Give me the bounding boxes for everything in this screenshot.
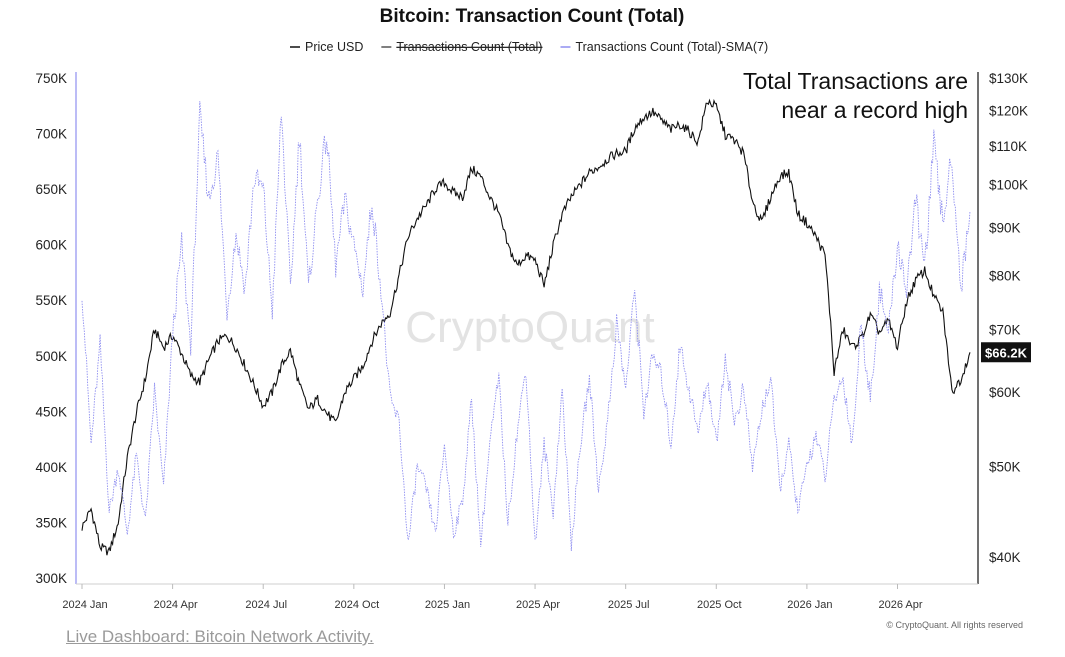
left-tick-2: 400K [35, 460, 67, 475]
left-tick-4: 500K [35, 349, 67, 364]
series-layer [81, 98, 971, 556]
x-tick-4: 2025 Jan [425, 599, 470, 611]
x-tick-8: 2026 Jan [787, 599, 832, 611]
watermark: CryptoQuant [405, 303, 654, 352]
right-tick-9: $130K [989, 71, 1028, 86]
left-tick-1: 350K [35, 515, 67, 530]
right-tick-1: $50K [989, 459, 1021, 474]
legend-label-2: Transactions Count (Total)-SMA(7) [575, 40, 768, 54]
left-tick-5: 550K [35, 293, 67, 308]
x-tick-6: 2025 Jul [608, 599, 650, 611]
annotation-line-2: near a record high [781, 97, 968, 123]
x-tick-9: 2026 Apr [878, 599, 922, 611]
legend-label-0: Price USD [305, 40, 363, 54]
right-tick-3: $70K [989, 323, 1021, 338]
series-line-price-usd [81, 98, 971, 556]
right-tick-0: $40K [989, 550, 1021, 565]
left-axis-ticks: 300K 350K 400K 450K 500K 550K 600K 650K 700K 750K [35, 71, 67, 586]
right-tick-7: $110K [989, 139, 1027, 154]
right-tick-8: $120K [989, 104, 1028, 119]
x-tick-5: 2025 Apr [516, 599, 560, 611]
right-tick-6: $100K [989, 178, 1028, 193]
chart-title: Bitcoin: Transaction Count (Total) [380, 6, 685, 27]
current-price-badge: $66.2K [981, 342, 1031, 363]
legend[interactable]: Price USD Transactions Count (Total) Trans… [290, 40, 768, 54]
x-tick-3: 2024 Oct [335, 599, 380, 611]
x-tick-0: 2024 Jan [62, 599, 107, 611]
left-tick-9: 750K [35, 71, 67, 86]
current-price-badge-bg [981, 342, 1031, 363]
left-tick-7: 650K [35, 182, 67, 197]
left-tick-8: 700K [35, 127, 67, 142]
left-tick-6: 600K [35, 238, 67, 253]
x-tick-1: 2024 Apr [154, 599, 198, 611]
right-tick-2: $60K [989, 385, 1021, 400]
x-tick-2: 2024 Jul [245, 599, 287, 611]
x-axis-ticks: 2024 Jan 2024 Apr 2024 Jul 2024 Oct 2025 Jan… [62, 584, 923, 611]
legend-entry-1[interactable]: Transactions Count (Total) [381, 40, 542, 54]
annotation-line-1: Total Transactions are [743, 68, 968, 94]
right-tick-5: $90K [989, 220, 1021, 235]
copyright-text: © CryptoQuant. All rights reserved [886, 620, 1023, 630]
right-tick-4: $80K [989, 268, 1021, 283]
left-tick-3: 450K [35, 404, 67, 419]
right-axis-ticks: $40K $50K $60K $70K $80K $90K $100K $110K $120K $… [989, 71, 1028, 565]
legend-label-1: Transactions Count (Total) [396, 40, 542, 54]
live-dashboard-link[interactable]: Live Dashboard: Bitcoin Network Activity… [66, 627, 374, 646]
legend-entry-0[interactable]: Price USD [290, 40, 363, 54]
series-line-tx-count-sma7 [81, 101, 971, 552]
left-tick-0: 300K [35, 571, 67, 586]
current-price-label: $66.2K [985, 345, 1028, 360]
legend-entry-2[interactable]: Transactions Count (Total)-SMA(7) [560, 40, 768, 54]
x-tick-7: 2025 Oct [697, 599, 742, 611]
